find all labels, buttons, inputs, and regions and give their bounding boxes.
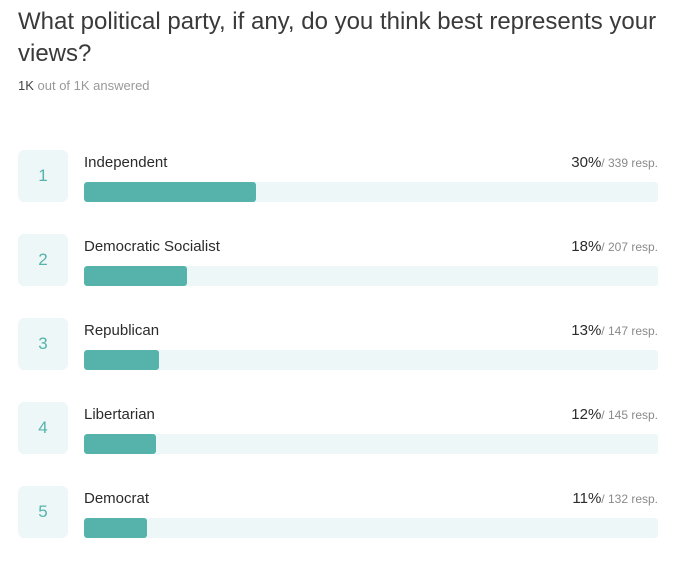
result-stats: 11%/ 132 resp.	[572, 490, 658, 508]
percentage: 18%	[571, 238, 602, 255]
progress-track	[84, 266, 658, 286]
option-label: Libertarian	[84, 406, 155, 423]
question-title: What political party, if any, do you thi…	[18, 8, 657, 67]
progress-track	[84, 350, 658, 370]
response-count: / 145 resp.	[601, 408, 658, 422]
percentage: 11%	[572, 490, 602, 507]
result-row: 4 Libertarian 12%/ 145 resp.	[18, 402, 658, 454]
rank-badge: 4	[18, 402, 68, 454]
result-row: 3 Republican 13%/ 147 resp.	[18, 318, 658, 370]
rank-badge: 1	[18, 150, 68, 202]
option-label: Independent	[84, 154, 168, 171]
progress-track	[84, 434, 658, 454]
rank-badge: 2	[18, 234, 68, 286]
percentage: 12%	[571, 406, 602, 423]
option-label: Democrat	[84, 490, 150, 507]
result-stats: 18%/ 207 resp.	[571, 238, 658, 256]
response-count: / 339 resp.	[601, 156, 658, 170]
result-stats: 12%/ 145 resp.	[571, 406, 658, 424]
progress-fill	[84, 182, 257, 202]
answered-count: 1K out of 1K answered	[18, 78, 150, 93]
result-stats: 13%/ 147 resp.	[571, 322, 658, 340]
progress-track	[84, 182, 658, 202]
result-row: 2 Democratic Socialist 18%/ 207 resp.	[18, 234, 658, 286]
option-label: Republican	[84, 322, 160, 339]
progress-fill	[84, 266, 188, 286]
progress-fill	[84, 350, 159, 370]
response-count: / 147 resp.	[601, 324, 658, 338]
rank-badge: 3	[18, 318, 68, 370]
rank-badge: 5	[18, 486, 68, 538]
answered-number: 1K	[18, 78, 34, 93]
result-row: 1 Independent 30%/ 339 resp.	[18, 150, 658, 202]
progress-fill	[84, 434, 156, 454]
percentage: 13%	[571, 322, 602, 339]
option-label: Democratic Socialist	[84, 238, 220, 255]
results-list: 1 Independent 30%/ 339 resp. 2 Democrati…	[18, 150, 658, 570]
answered-suffix: out of 1K answered	[33, 78, 150, 93]
response-count: / 132 resp.	[601, 492, 658, 506]
response-count: / 207 resp.	[601, 240, 658, 254]
result-stats: 30%/ 339 resp.	[571, 154, 658, 172]
result-row: 5 Democrat 11%/ 132 resp.	[18, 486, 658, 538]
progress-fill	[84, 518, 148, 538]
percentage: 30%	[571, 154, 602, 171]
progress-track	[84, 518, 658, 538]
